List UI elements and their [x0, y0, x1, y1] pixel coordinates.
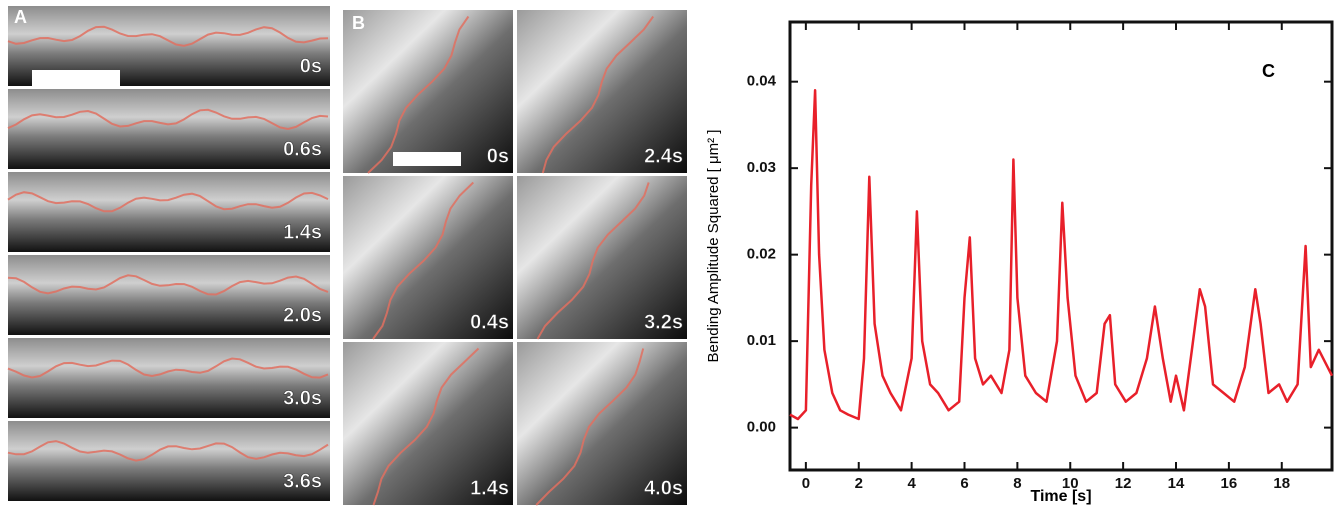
- x-tick-label: 0: [802, 475, 810, 492]
- scale-bar: [393, 152, 461, 166]
- x-tick-label: 2: [855, 475, 863, 492]
- frame-label: 2.4s: [644, 145, 683, 167]
- frame-label: 0.6s: [283, 138, 322, 160]
- y-tick-label: 0.00: [747, 419, 776, 436]
- y-tick-label: 0.01: [747, 332, 776, 349]
- panel-label: B: [352, 13, 365, 33]
- frame-label: 0s: [300, 55, 322, 77]
- membrane-trace: [372, 347, 480, 506]
- x-tick-label: 18: [1273, 475, 1290, 492]
- membrane-trace: [536, 182, 650, 340]
- micrograph: [517, 176, 687, 339]
- membrane-trace: [7, 108, 329, 131]
- micrograph: [517, 10, 687, 173]
- panel-label: A: [14, 7, 27, 27]
- membrane-trace: [367, 15, 470, 174]
- y-tick-label: 0.03: [747, 159, 776, 176]
- panel-b: 0s 0.4s 1.4s 2.4s 3.2s 4.0s: [343, 10, 687, 506]
- frame-label: 0s: [487, 145, 509, 167]
- scale-bar: [32, 70, 120, 86]
- micrograph: [343, 10, 513, 173]
- membrane-trace: [7, 357, 329, 379]
- x-tick-label: 14: [1168, 475, 1185, 492]
- membrane-trace: [372, 181, 474, 340]
- micrograph: [343, 176, 513, 339]
- frame-label: 0.4s: [470, 311, 509, 333]
- x-axis-label: Time [s]: [1030, 488, 1091, 505]
- frame-label: 3.0s: [283, 387, 322, 409]
- micrograph: [8, 89, 330, 169]
- membrane-trace: [535, 348, 645, 506]
- frame-label: 2.0s: [283, 304, 322, 326]
- frame-label: 3.2s: [644, 311, 683, 333]
- y-tick-label: 0.02: [747, 246, 776, 263]
- membrane-trace: [7, 25, 329, 47]
- x-tick-label: 16: [1221, 475, 1238, 492]
- x-tick-label: 8: [1013, 475, 1021, 492]
- membrane-trace: [541, 15, 655, 174]
- x-tick-label: 12: [1115, 475, 1132, 492]
- y-axis-label: Bending Amplitude Squared [ μm² ]: [705, 130, 722, 363]
- frame-label: 3.6s: [283, 470, 322, 492]
- membrane-trace: [7, 191, 329, 213]
- x-tick-label: 6: [960, 475, 968, 492]
- x-tick-label: 4: [907, 475, 916, 492]
- chart: C Time [s] Bending Amplitude Squared [ μ…: [705, 20, 1334, 505]
- micrograph: [517, 342, 687, 505]
- frame-label: 4.0s: [644, 477, 683, 499]
- x-tick-label: 10: [1062, 475, 1079, 492]
- membrane-trace: [7, 274, 329, 296]
- frame-label: 1.4s: [283, 221, 322, 243]
- panel-a: 0s 0.6s 1.4s 2.0s 3.0s 3.6s: [7, 6, 330, 501]
- micrograph: [8, 172, 330, 252]
- data-line: [789, 89, 1334, 421]
- micrograph: [8, 338, 330, 418]
- micrograph: [8, 255, 330, 335]
- frame-label: 1.4s: [470, 477, 509, 499]
- panel-label: C: [1262, 61, 1275, 81]
- membrane-trace: [7, 440, 329, 462]
- y-tick-label: 0.04: [747, 73, 777, 90]
- micrograph: [8, 421, 330, 501]
